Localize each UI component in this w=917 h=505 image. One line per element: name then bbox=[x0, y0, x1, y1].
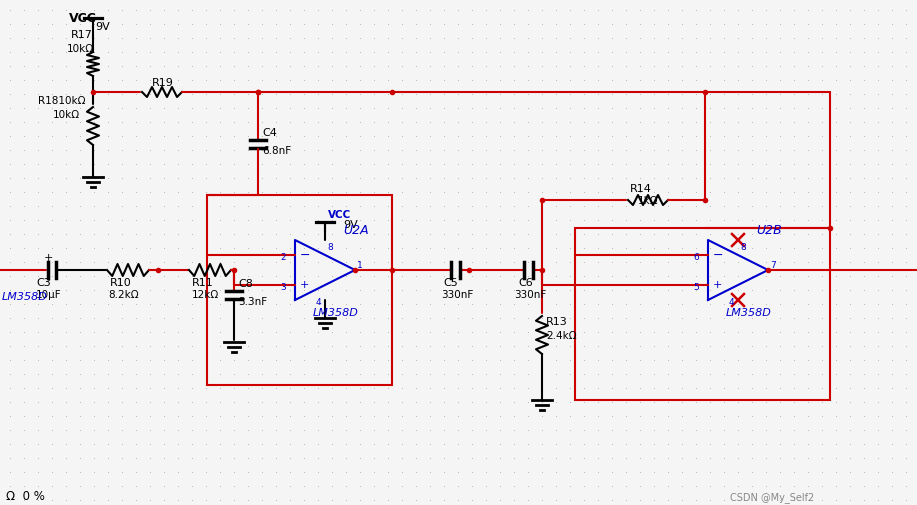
Text: R11: R11 bbox=[192, 278, 214, 288]
Text: 6.8nF: 6.8nF bbox=[262, 145, 291, 156]
Text: 330nF: 330nF bbox=[514, 290, 547, 300]
Text: 4: 4 bbox=[315, 298, 321, 307]
Text: 7: 7 bbox=[770, 262, 776, 271]
Text: R19: R19 bbox=[152, 78, 174, 88]
Bar bbox=[575, 228, 830, 400]
Text: 1kΩ: 1kΩ bbox=[638, 196, 658, 206]
Text: VCC: VCC bbox=[69, 12, 97, 25]
Text: +: + bbox=[43, 253, 52, 263]
Text: R10: R10 bbox=[110, 278, 132, 288]
Text: VCC: VCC bbox=[328, 210, 351, 220]
Text: 2.4kΩ: 2.4kΩ bbox=[546, 331, 577, 341]
Text: 8: 8 bbox=[740, 243, 746, 252]
Text: +: + bbox=[300, 280, 309, 290]
Text: 1: 1 bbox=[357, 262, 363, 271]
Text: LM358D: LM358D bbox=[726, 308, 772, 318]
Text: +: + bbox=[713, 280, 723, 290]
Text: R17: R17 bbox=[71, 30, 93, 40]
Text: 2: 2 bbox=[281, 252, 286, 262]
Text: 6: 6 bbox=[693, 252, 699, 262]
Text: 4: 4 bbox=[728, 298, 734, 307]
Text: 10kΩ: 10kΩ bbox=[67, 44, 94, 54]
Text: −: − bbox=[713, 248, 724, 262]
Text: 9V: 9V bbox=[95, 22, 110, 32]
Text: LM358D: LM358D bbox=[2, 292, 48, 302]
Text: −: − bbox=[300, 248, 311, 262]
Text: C3: C3 bbox=[36, 278, 50, 288]
Text: C8: C8 bbox=[238, 279, 253, 289]
Text: 3.3nF: 3.3nF bbox=[238, 297, 267, 307]
Text: 8: 8 bbox=[327, 243, 333, 252]
Text: Ω  0 %: Ω 0 % bbox=[6, 490, 45, 503]
Text: 10kΩ: 10kΩ bbox=[53, 110, 80, 120]
Text: 8.2kΩ: 8.2kΩ bbox=[108, 290, 138, 300]
Text: 330nF: 330nF bbox=[441, 290, 473, 300]
Text: 3: 3 bbox=[281, 282, 286, 291]
Bar bbox=[207, 195, 392, 385]
Text: R13: R13 bbox=[546, 317, 568, 327]
Text: CSDN @My_Self2: CSDN @My_Self2 bbox=[730, 492, 814, 503]
Text: C6: C6 bbox=[518, 278, 533, 288]
Text: 5: 5 bbox=[693, 282, 699, 291]
Text: LM358D: LM358D bbox=[313, 308, 359, 318]
Text: 10μF: 10μF bbox=[36, 290, 61, 300]
Text: C5: C5 bbox=[443, 278, 458, 288]
Text: U2A: U2A bbox=[343, 224, 369, 237]
Text: 9V: 9V bbox=[343, 220, 358, 230]
Text: 12kΩ: 12kΩ bbox=[192, 290, 219, 300]
Text: R14: R14 bbox=[630, 184, 652, 194]
Text: R1810kΩ: R1810kΩ bbox=[38, 96, 85, 106]
Text: C4: C4 bbox=[262, 127, 277, 137]
Text: U2B: U2B bbox=[756, 224, 782, 237]
